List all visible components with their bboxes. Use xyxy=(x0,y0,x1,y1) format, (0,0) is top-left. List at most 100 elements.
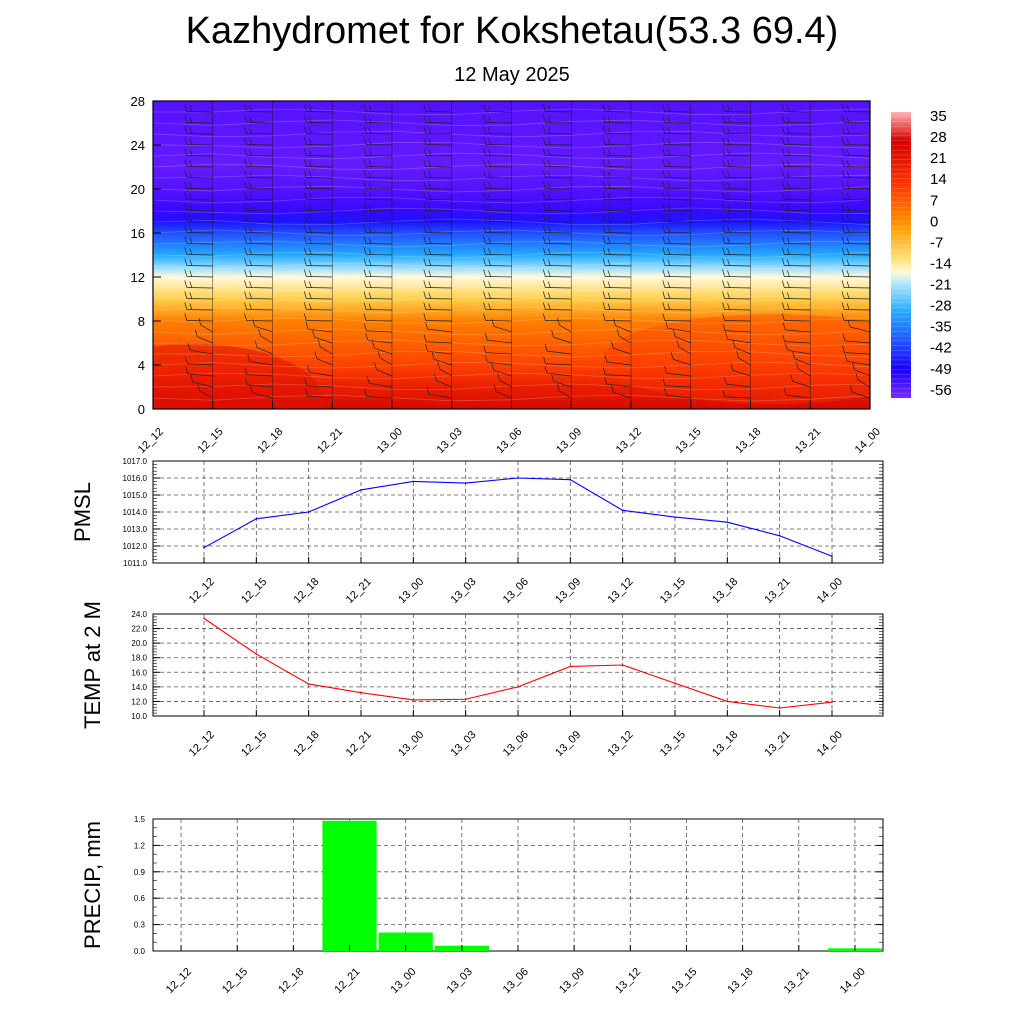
wind-barb-feather xyxy=(607,182,611,189)
wind-barb-feather xyxy=(249,204,252,211)
wind-barb-feather xyxy=(125,237,127,244)
wind-barb-feather xyxy=(727,171,730,178)
wind-barb-feather xyxy=(841,203,845,211)
wind-barb-feather xyxy=(130,205,132,211)
wind-barb-feather xyxy=(662,192,666,200)
wind-barb-feather xyxy=(125,160,127,167)
wind-barb-feather xyxy=(368,138,372,145)
wind-barb xyxy=(153,342,154,343)
wind-barb-feather xyxy=(244,170,247,178)
wind-barb-feather xyxy=(722,126,725,134)
wind-barb-feather xyxy=(308,237,312,244)
y-axis-label: TEMP at 2 M xyxy=(80,601,105,729)
wind-barb-feather xyxy=(244,214,247,222)
data-point xyxy=(726,700,729,703)
wind-barb-feather xyxy=(846,204,850,211)
wind-barb-feather xyxy=(602,181,606,189)
data-point xyxy=(569,665,572,668)
wind-barb-feather xyxy=(602,280,606,288)
wind-barb-feather xyxy=(781,137,785,145)
wind-barb-feather xyxy=(662,269,666,277)
wind-barb-feather xyxy=(363,302,367,310)
wind-barb-feather xyxy=(547,281,551,288)
wind-barb-feather xyxy=(786,248,790,255)
wind-barb-feather xyxy=(308,259,312,266)
wind-barb-feather xyxy=(308,193,312,200)
data-point xyxy=(307,511,310,513)
wind-barb xyxy=(428,393,452,399)
wind-barb-feather xyxy=(782,334,785,342)
wind-barb-feather xyxy=(483,302,486,310)
wind-barb-feather xyxy=(841,137,845,145)
wind-barb-feather xyxy=(423,115,427,123)
wind-barb-feather xyxy=(314,351,318,359)
wind-barb-feather xyxy=(368,160,372,167)
wind-barb-feather xyxy=(786,138,790,145)
wind-barb-feather xyxy=(841,302,845,310)
wind-barb-feather xyxy=(244,258,247,266)
wind-barb-feather xyxy=(786,160,790,167)
wind-barb-feather xyxy=(184,291,188,299)
x-tick-label: 13_09 xyxy=(557,966,587,996)
wind-barb-feather xyxy=(602,291,606,299)
wind-barb-feather xyxy=(423,269,427,277)
data-point xyxy=(831,555,833,557)
wind-barb xyxy=(667,327,691,333)
wind-barb-feather xyxy=(189,105,193,112)
wind-barb-feather xyxy=(368,259,372,266)
wind-barb-feather xyxy=(662,302,666,310)
wind-barb-feather xyxy=(841,258,845,266)
wind-barb xyxy=(376,369,393,377)
wind-barb-feather xyxy=(727,270,730,277)
wind-barb-feather xyxy=(665,321,669,329)
wind-barb-feather xyxy=(607,171,611,178)
wind-barb-feather xyxy=(308,303,312,310)
wind-barb-feather xyxy=(125,182,127,189)
colorbar-label: 0 xyxy=(930,213,938,230)
wind-barb xyxy=(726,383,751,388)
wind-barb-feather xyxy=(184,313,188,321)
colorbar-label: -35 xyxy=(930,319,952,336)
wind-barb-feather xyxy=(846,193,850,200)
y-tick-label: 16 xyxy=(131,226,145,241)
wind-barb-feather xyxy=(786,215,790,222)
x-tick-label: 13_18 xyxy=(710,729,740,759)
wind-barb-feather xyxy=(547,127,551,134)
wind-barb xyxy=(366,396,393,399)
wind-barb-feather xyxy=(125,171,127,178)
wind-barb-feather xyxy=(547,149,551,156)
x-tick-label: 13_00 xyxy=(375,426,405,456)
wind-barb-feather xyxy=(244,269,247,277)
wind-barb-feather xyxy=(662,137,666,145)
wind-barb-feather xyxy=(781,225,785,233)
wind-barb xyxy=(732,369,751,377)
colorbar-label: -42 xyxy=(930,340,952,357)
wind-barb-feather xyxy=(662,115,666,123)
wind-barb-feather xyxy=(542,148,546,156)
wind-barb-feather xyxy=(428,270,432,277)
wind-barb-feather xyxy=(781,104,785,112)
wind-barb-feather xyxy=(304,388,308,397)
wind-barb-feather xyxy=(125,281,127,288)
wind-barb-feather xyxy=(371,341,375,349)
wind-barb-feather xyxy=(607,105,611,112)
wind-barb-feather xyxy=(247,354,250,362)
x-tick-label: 12_18 xyxy=(276,966,306,996)
y-tick-label: 1013.0 xyxy=(123,525,148,534)
wind-barb xyxy=(314,336,333,344)
wind-barb-feather xyxy=(425,344,428,352)
wind-barb-feather xyxy=(672,329,676,337)
wind-barb-feather xyxy=(542,247,546,255)
wind-barb-feather xyxy=(488,259,491,266)
colorbar-label: -56 xyxy=(930,382,952,399)
data-point xyxy=(360,489,362,491)
x-tick-label: 13_21 xyxy=(762,729,792,759)
wind-barb-feather xyxy=(542,126,546,134)
wind-barb-feather xyxy=(722,148,725,156)
wind-barb-feather xyxy=(428,116,432,123)
wind-barb-feather xyxy=(781,302,785,310)
wind-barb-feather xyxy=(184,225,188,233)
warm-core xyxy=(603,314,870,404)
y-tick-label: 24 xyxy=(131,138,145,153)
wind-barb-feather xyxy=(841,115,845,123)
